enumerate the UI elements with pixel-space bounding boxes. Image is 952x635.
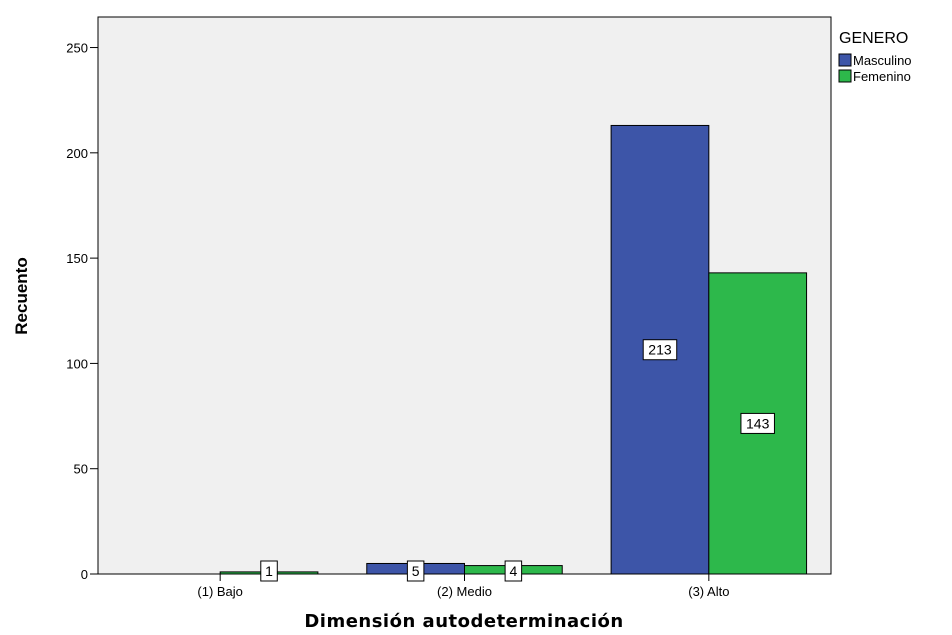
- x-tick-label: (2) Medio: [437, 584, 492, 599]
- data-label-box: [406, 560, 425, 582]
- legend-label-femenino: Femenino: [853, 69, 911, 84]
- x-axis: (1) Bajo (2) Medio (3) Alto: [197, 574, 729, 599]
- data-label: 213: [648, 342, 672, 358]
- data-label: 5: [412, 563, 420, 579]
- data-label: 143: [746, 415, 770, 431]
- y-tick-label: 150: [66, 251, 88, 266]
- data-label-box: [642, 339, 678, 361]
- data-label-box: [260, 560, 278, 582]
- y-tick-label: 250: [66, 41, 88, 56]
- data-labels: 1 5 4 213 143: [260, 339, 775, 582]
- y-tick-label: 100: [66, 356, 88, 371]
- legend-label-masculino: Masculino: [853, 53, 912, 68]
- y-tick-label: 0: [81, 567, 88, 582]
- legend-swatch-femenino: [838, 69, 852, 83]
- data-label-box: [740, 412, 775, 434]
- data-label: 1: [265, 563, 273, 579]
- legend-title: GENERO: [839, 30, 908, 47]
- y-tick-label: 50: [74, 462, 88, 477]
- data-label: 4: [509, 563, 517, 579]
- x-axis-title: Dimensión autodeterminación: [304, 611, 623, 632]
- x-tick-label: (3) Alto: [688, 584, 729, 599]
- data-label-box: [504, 560, 523, 582]
- y-axis: 0 50 100 150 200 250: [66, 41, 98, 582]
- legend-swatch-masculino: [838, 53, 852, 67]
- y-axis-title: Recuento: [12, 257, 31, 334]
- y-tick-label: 200: [66, 146, 88, 161]
- x-tick-label: (1) Bajo: [197, 584, 243, 599]
